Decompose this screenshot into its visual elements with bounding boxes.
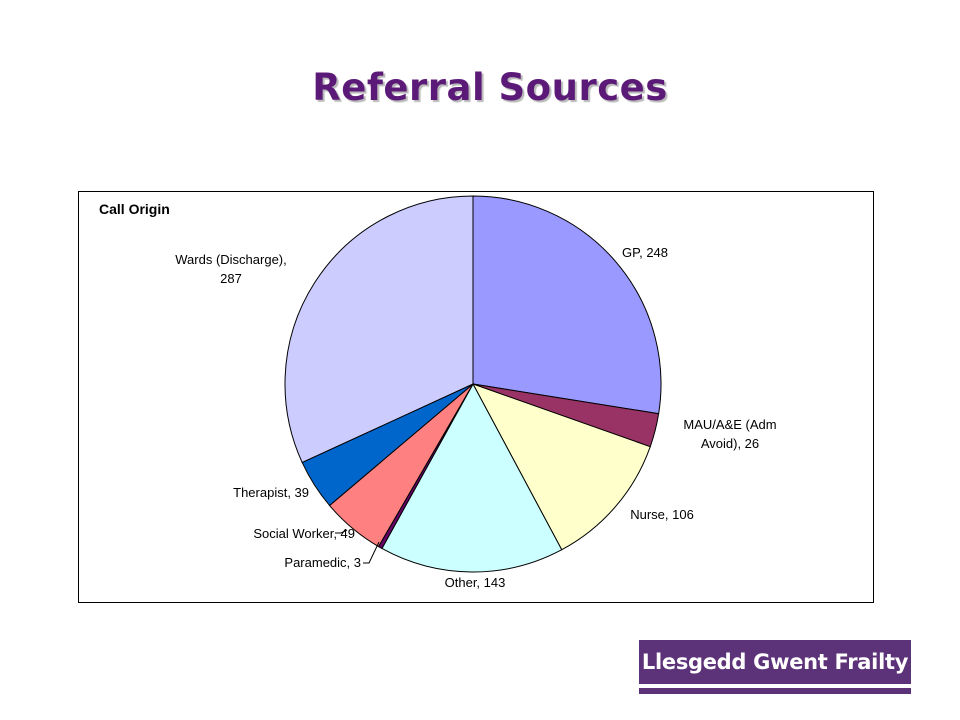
pie-chart: Call Origin GP, 248 MAU/A&E (Adm Avoid), 2… xyxy=(78,191,874,603)
logo-underline xyxy=(639,688,911,694)
pie-chart-svg: Call Origin GP, 248 MAU/A&E (Adm Avoid), 2… xyxy=(99,195,777,590)
data-label-other: Other, 143 xyxy=(445,575,506,590)
pie-slices xyxy=(284,195,662,573)
data-label-mau-a-e-adm-avoid: MAU/A&E (Adm Avoid), 26 xyxy=(683,417,776,451)
data-label-wards-discharge: Wards (Discharge), 287 xyxy=(175,252,286,286)
slide-title: Referral Sources xyxy=(312,66,668,109)
leader-lines xyxy=(335,529,380,564)
data-label-nurse: Nurse, 106 xyxy=(630,507,694,522)
logo-text: Llesgedd Gwent Frailty xyxy=(639,640,911,684)
data-label-gp: GP, 248 xyxy=(622,245,668,260)
data-label-paramedic: Paramedic, 3 xyxy=(284,555,361,570)
pie-slice-nurse xyxy=(471,383,651,551)
pie-slice-wards-discharge xyxy=(284,195,474,464)
chart-title: Call Origin xyxy=(99,201,170,217)
leader-line-paramedic xyxy=(363,541,380,564)
leader-line-social-worker xyxy=(335,529,348,534)
data-label-therapist: Therapist, 39 xyxy=(233,485,309,500)
brand-logo: Llesgedd Gwent Frailty xyxy=(639,640,911,696)
pie-slice-gp xyxy=(472,195,662,415)
data-label-social-worker: Social Worker, 49 xyxy=(253,526,355,541)
data-labels: GP, 248 MAU/A&E (Adm Avoid), 26 Nurse, 106 O… xyxy=(175,245,776,590)
pie-slice-other xyxy=(381,382,563,573)
